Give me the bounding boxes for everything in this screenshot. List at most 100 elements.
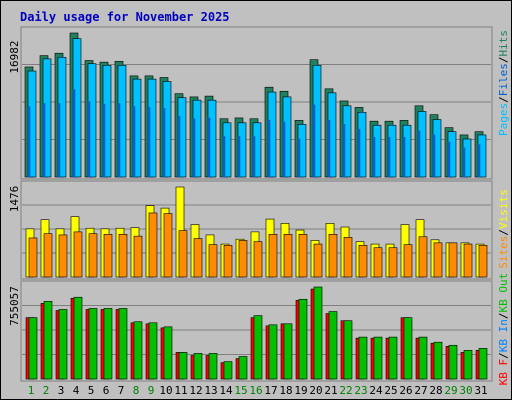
day-label: 11 (174, 384, 187, 397)
day-label: 23 (354, 384, 367, 397)
sites-bar (373, 247, 383, 278)
files-bar (87, 101, 91, 178)
kb-out-bar (208, 353, 218, 380)
files-bar (72, 89, 76, 178)
files-bar (342, 124, 346, 178)
day-label: 1 (28, 384, 35, 397)
day-label: 30 (459, 384, 472, 397)
kb-out-bar (58, 309, 68, 380)
kb-out-bar (148, 322, 158, 380)
sites-bar (343, 237, 353, 278)
kb-out-bar (238, 356, 248, 380)
kb-out-bar (73, 296, 83, 380)
kb-out-bar (88, 308, 98, 380)
files-bar (372, 137, 376, 178)
day-label: 8 (133, 384, 140, 397)
day-label: 5 (88, 384, 95, 397)
sites-bar (448, 242, 458, 278)
files-bar (237, 136, 241, 178)
day-label: 19 (294, 384, 307, 397)
kb-out-bar (358, 336, 368, 380)
files-bar (402, 137, 406, 178)
sites-bar (223, 244, 233, 278)
kb-out-bar (373, 336, 383, 380)
legend-separator: / (497, 57, 510, 64)
legend: Sites/Visits (497, 189, 510, 269)
sites-bar (253, 241, 263, 278)
kb-out-bar (253, 315, 263, 380)
legend: Pages/Files/Hits (497, 30, 510, 136)
files-bar (57, 103, 61, 178)
sites-bar (328, 234, 338, 278)
day-label: 31 (474, 384, 487, 397)
kb-out-bar (178, 352, 188, 380)
kb-out-bar (343, 320, 353, 380)
kb-out-bar (418, 336, 428, 380)
legend-text: Pages/Files/Hits (497, 30, 510, 136)
legend-separator: / (497, 96, 510, 103)
kb-out-bar (448, 344, 458, 380)
files-bar (357, 128, 361, 178)
sites-bar (163, 213, 173, 278)
day-label: 4 (73, 384, 80, 397)
legend: KB F/KB In/KB Out (497, 273, 510, 386)
files-bar (117, 103, 121, 178)
day-label: 21 (324, 384, 337, 397)
legend-separator: / (497, 352, 510, 359)
day-label: 13 (204, 384, 217, 397)
day-label: 7 (118, 384, 125, 397)
day-label: 26 (399, 384, 412, 397)
day-label: 20 (309, 384, 322, 397)
sites-bar (73, 231, 83, 278)
day-label: 24 (369, 384, 383, 397)
sites-bar (268, 234, 278, 278)
sites-bar (298, 234, 308, 278)
kb-out-bar (403, 317, 413, 380)
kb-out-bar (118, 308, 128, 380)
files-bar (42, 103, 46, 178)
sites-bar (478, 244, 488, 278)
sites-bar (133, 235, 143, 278)
kb-out-bar (433, 341, 443, 380)
kb-out-bar (28, 317, 38, 380)
files-bar (252, 136, 256, 178)
legend-entry: Hits (497, 30, 510, 57)
legend-text: KB F/KB In/KB Out (497, 273, 510, 386)
kb-out-bar (478, 348, 488, 380)
sites-bar (358, 244, 368, 278)
legend-entry: KB In (497, 319, 510, 352)
sites-bar (193, 238, 203, 278)
legend-text: Sites/Visits (497, 189, 510, 269)
kb-out-bar (388, 336, 398, 380)
kb-out-bar (193, 353, 203, 380)
files-bar (387, 137, 391, 178)
sites-bar (313, 243, 323, 278)
files-bar (432, 134, 436, 178)
files-bar (297, 138, 301, 178)
files-bar (327, 120, 331, 178)
files-bar (102, 103, 106, 178)
day-label: 18 (279, 384, 292, 397)
legend-entry: Files (497, 63, 510, 96)
kb-out-bar (43, 301, 53, 380)
legend-entry: KB F (497, 359, 510, 386)
files-bar (222, 136, 226, 178)
day-label: 29 (444, 384, 457, 397)
max-value-label: 1476 (8, 186, 21, 213)
files-bar (447, 141, 451, 178)
bars (24, 32, 488, 380)
sites-bar (88, 233, 98, 278)
day-label: 10 (159, 384, 172, 397)
legend-entry: Sites (497, 236, 510, 269)
day-label: 16 (249, 384, 262, 397)
sites-bar (283, 234, 293, 278)
files-bar (147, 107, 151, 178)
day-label: 6 (103, 384, 110, 397)
kb-out-bar (163, 326, 173, 380)
day-label: 27 (414, 384, 427, 397)
day-label: 22 (339, 384, 352, 397)
day-label: 12 (189, 384, 202, 397)
legend-separator: / (497, 229, 510, 236)
sites-bar (103, 234, 113, 278)
